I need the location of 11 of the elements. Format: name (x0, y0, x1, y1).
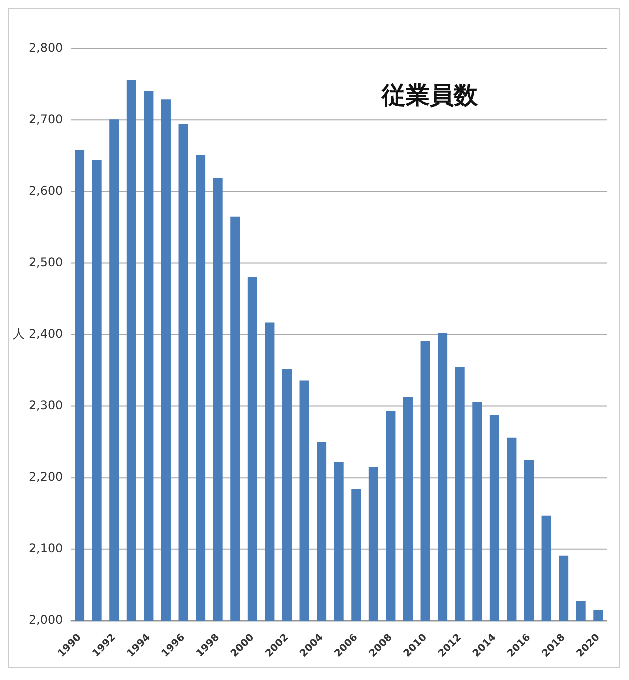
text: 従業員数 (381, 82, 480, 110)
y-tick-label: 2,100 (28, 542, 64, 556)
y-tick-label: 2,200 (28, 470, 64, 484)
y-tick-label: 2,500 (28, 256, 64, 270)
y-tick-label: 2,700 (28, 112, 64, 127)
y-tick-label: 2,000 (28, 613, 64, 628)
y-axis-title: 人 (12, 327, 25, 342)
y-tick-label: 2,800 (28, 40, 64, 55)
y-tick-label: 2,300 (28, 398, 64, 413)
y-tick-label: 2,600 (28, 184, 64, 198)
y-tick-label: 2,400 (28, 327, 64, 342)
